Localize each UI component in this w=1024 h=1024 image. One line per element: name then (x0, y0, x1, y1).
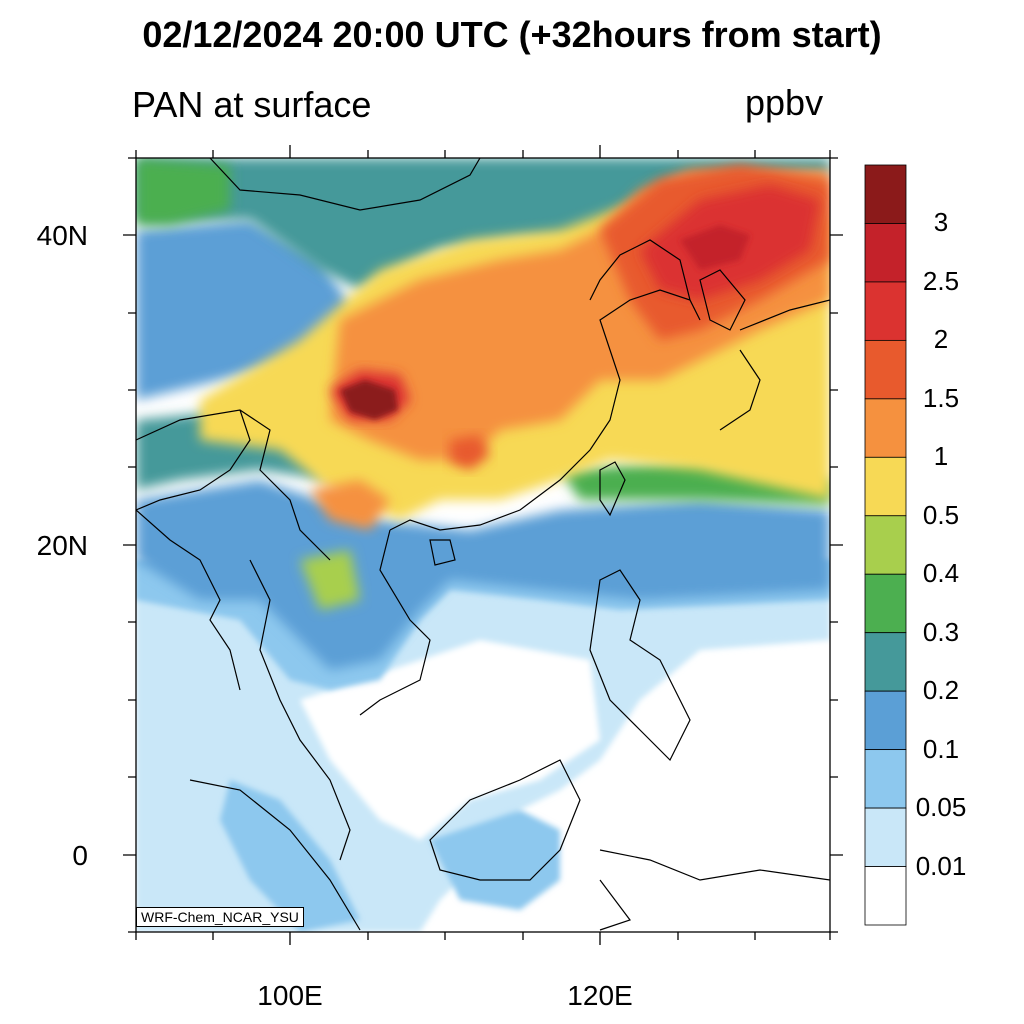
colorbar-label: 0.4 (922, 558, 960, 589)
model-credit: WRF-Chem_NCAR_YSU (136, 907, 304, 927)
colorbar-swatch (864, 339, 907, 400)
colorbar-swatch (864, 866, 907, 926)
lon-label-120e: 120E (567, 980, 633, 1011)
lat-label-0: 0 (72, 840, 88, 871)
colorbar-label: 0.1 (922, 733, 960, 764)
map-frame (123, 145, 843, 945)
colorbar-swatch (864, 223, 907, 283)
colorbar-swatch (864, 632, 907, 692)
lon-label-100e: 100E (257, 980, 323, 1011)
colorbar (864, 164, 907, 926)
colorbar-label: 0.01 (915, 850, 967, 881)
colorbar-label: 3 (933, 207, 949, 238)
lat-label-40n: 40N (36, 220, 88, 251)
colorbar-label: 1.5 (922, 382, 960, 413)
colorbar-swatch (864, 398, 907, 458)
colorbar-label: 0.2 (922, 675, 960, 706)
units-label: ppbv (745, 82, 824, 123)
colorbar-label: 1 (933, 441, 949, 472)
colorbar-label: 0.5 (922, 499, 960, 530)
colorbar-label: 2 (933, 324, 949, 355)
lat-label-20n: 20N (36, 530, 88, 561)
colorbar-swatch (864, 573, 907, 634)
variable-label: PAN at surface (132, 84, 372, 125)
colorbar-swatch (864, 164, 907, 224)
colorbar-swatch (864, 807, 907, 867)
colorbar-label: 2.5 (922, 265, 960, 296)
colorbar-swatch (864, 281, 907, 341)
pan-concentration-field (136, 158, 830, 932)
colorbar-label: 0.05 (915, 792, 967, 823)
map-title: 02/12/2024 20:00 UTC (+32hours from star… (142, 14, 882, 55)
coastlines (136, 158, 830, 931)
colorbar-label: 0.3 (922, 616, 960, 647)
